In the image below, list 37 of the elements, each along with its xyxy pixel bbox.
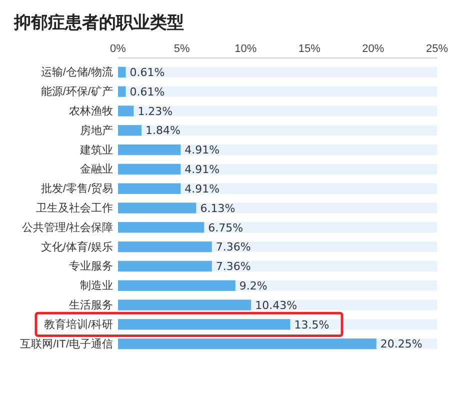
data-label: 0.61% — [130, 66, 165, 80]
data-label: 20.25% — [380, 338, 422, 351]
chart-title: 抑郁症患者的职业类型 — [13, 13, 184, 33]
data-label: 4.91% — [184, 163, 220, 176]
y-tick-label: 建筑业 — [79, 143, 113, 156]
y-tick-label: 制造业 — [80, 279, 113, 292]
x-tick-label: 25% — [426, 43, 448, 55]
x-tick-label: 10% — [234, 43, 257, 55]
data-label: 10.43% — [255, 298, 298, 312]
y-tick-label: 运输/仓储/物流 — [40, 66, 113, 79]
y-tick-label: 卫生及社会工作 — [36, 202, 113, 215]
y-tick-label: 农林渔牧 — [69, 104, 113, 118]
data-label: 4.91% — [184, 144, 220, 157]
y-tick-label: 专业服务 — [69, 260, 113, 273]
data-label: 1.23% — [138, 104, 173, 118]
x-tick-label: 0% — [110, 43, 126, 55]
data-label: 0.61% — [130, 85, 165, 98]
y-tick-label: 金融业 — [80, 162, 113, 176]
data-label: 6.13% — [200, 202, 236, 215]
data-label: 7.36% — [216, 260, 251, 274]
data-label: 13.5% — [294, 318, 330, 332]
y-tick-label: 互联网/IT/电子通信 — [20, 337, 113, 350]
data-label: 9.2% — [239, 279, 268, 292]
data-label: 1.84% — [145, 124, 180, 138]
data-label: 7.36% — [216, 240, 251, 254]
data-label: 6.75% — [208, 221, 244, 234]
x-tick-label: 15% — [298, 43, 321, 55]
y-tick-label: 公共管理/社会保障 — [22, 220, 113, 234]
y-tick-label: 能源/环保/矿产 — [40, 85, 113, 98]
x-tick-label: 20% — [362, 43, 384, 55]
y-tick-label: 房地产 — [80, 124, 113, 137]
y-tick-label: 批发/零售/贸易 — [40, 182, 113, 196]
x-tick-label: 5% — [174, 43, 190, 55]
data-label: 4.91% — [184, 182, 220, 196]
y-tick-label: 文化/体育/娱乐 — [40, 240, 113, 254]
y-tick-label: 教育培训/科研 — [44, 318, 113, 331]
y-tick-label: 生活服务 — [69, 298, 113, 312]
